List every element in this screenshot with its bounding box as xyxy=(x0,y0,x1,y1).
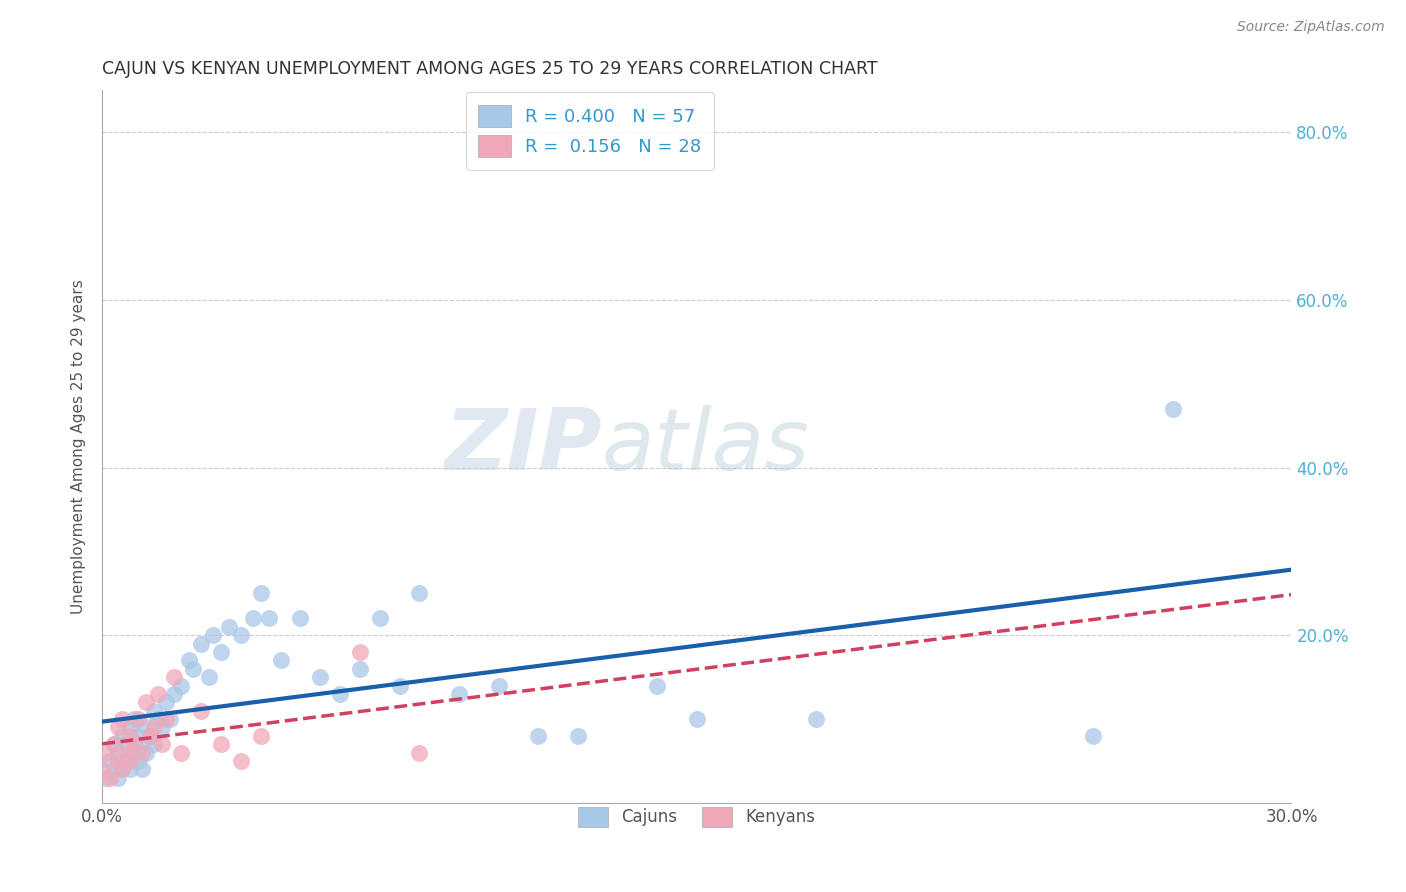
Point xyxy=(150,721,173,735)
Point xyxy=(349,645,371,659)
Point xyxy=(257,611,280,625)
Point xyxy=(103,737,125,751)
Point xyxy=(229,628,252,642)
Point xyxy=(146,687,169,701)
Point xyxy=(408,586,430,600)
Point xyxy=(122,712,145,726)
Point xyxy=(270,653,292,667)
Point xyxy=(98,754,121,768)
Point xyxy=(202,628,225,642)
Point xyxy=(155,695,177,709)
Point xyxy=(388,679,411,693)
Point xyxy=(115,746,138,760)
Legend: Cajuns, Kenyans: Cajuns, Kenyans xyxy=(571,800,823,834)
Point xyxy=(349,662,371,676)
Point xyxy=(118,721,141,735)
Point xyxy=(209,737,232,751)
Point xyxy=(179,653,201,667)
Point xyxy=(131,737,153,751)
Point xyxy=(135,695,157,709)
Point xyxy=(127,712,149,726)
Point xyxy=(290,611,312,625)
Point xyxy=(96,746,118,760)
Point xyxy=(183,662,205,676)
Point xyxy=(115,754,138,768)
Point xyxy=(447,687,470,701)
Y-axis label: Unemployment Among Ages 25 to 29 years: Unemployment Among Ages 25 to 29 years xyxy=(72,279,86,614)
Point xyxy=(118,754,141,768)
Point xyxy=(135,721,157,735)
Point xyxy=(309,670,332,684)
Point xyxy=(122,737,145,751)
Point xyxy=(218,620,240,634)
Point xyxy=(488,679,510,693)
Point xyxy=(111,712,134,726)
Point xyxy=(131,746,153,760)
Point xyxy=(1083,729,1105,743)
Text: atlas: atlas xyxy=(602,405,810,488)
Point xyxy=(103,763,125,777)
Point xyxy=(111,763,134,777)
Point xyxy=(645,679,668,693)
Point xyxy=(107,771,129,785)
Point xyxy=(91,763,114,777)
Point xyxy=(155,712,177,726)
Point xyxy=(329,687,352,701)
Point xyxy=(131,763,153,777)
Point xyxy=(107,754,129,768)
Point xyxy=(122,746,145,760)
Point xyxy=(170,746,193,760)
Point xyxy=(159,712,181,726)
Point xyxy=(96,771,118,785)
Point xyxy=(139,729,162,743)
Point xyxy=(408,746,430,760)
Point xyxy=(142,721,165,735)
Point xyxy=(150,737,173,751)
Point xyxy=(98,771,121,785)
Point xyxy=(242,611,264,625)
Point xyxy=(135,746,157,760)
Point xyxy=(111,729,134,743)
Point xyxy=(107,721,129,735)
Text: CAJUN VS KENYAN UNEMPLOYMENT AMONG AGES 25 TO 29 YEARS CORRELATION CHART: CAJUN VS KENYAN UNEMPLOYMENT AMONG AGES … xyxy=(103,60,877,78)
Point xyxy=(118,763,141,777)
Point xyxy=(804,712,827,726)
Point xyxy=(127,729,149,743)
Point xyxy=(115,737,138,751)
Point xyxy=(146,712,169,726)
Point xyxy=(686,712,709,726)
Point xyxy=(190,637,212,651)
Point xyxy=(368,611,391,625)
Point xyxy=(249,586,271,600)
Point xyxy=(1161,401,1184,416)
Text: Source: ZipAtlas.com: Source: ZipAtlas.com xyxy=(1237,20,1385,34)
Text: ZIP: ZIP xyxy=(444,405,602,488)
Point xyxy=(198,670,221,684)
Point xyxy=(567,729,589,743)
Point xyxy=(139,729,162,743)
Point xyxy=(142,704,165,718)
Point xyxy=(111,763,134,777)
Point xyxy=(142,737,165,751)
Point xyxy=(127,754,149,768)
Point xyxy=(162,670,184,684)
Point xyxy=(118,729,141,743)
Point xyxy=(107,746,129,760)
Point xyxy=(162,687,184,701)
Point xyxy=(103,737,125,751)
Point xyxy=(229,754,252,768)
Point xyxy=(527,729,550,743)
Point xyxy=(249,729,271,743)
Point xyxy=(170,679,193,693)
Point xyxy=(190,704,212,718)
Point xyxy=(209,645,232,659)
